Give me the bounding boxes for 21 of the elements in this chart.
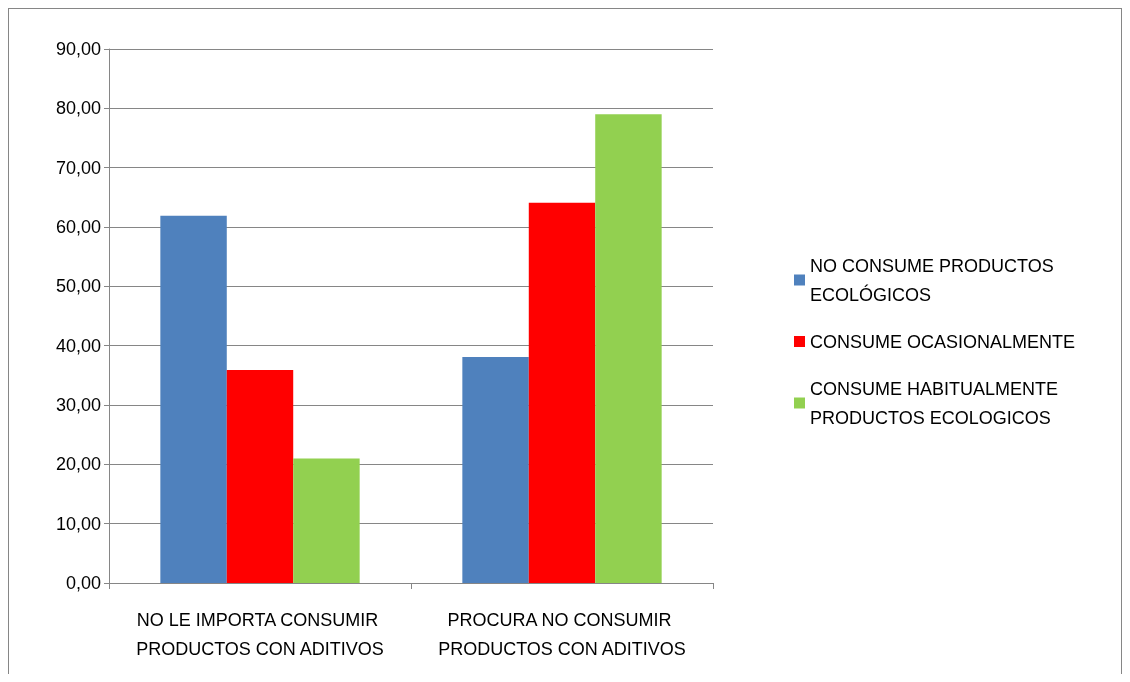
bar xyxy=(528,202,596,583)
y-tick-label: 70,00 xyxy=(55,157,101,178)
y-tick-label: 90,00 xyxy=(55,39,101,59)
y-tick-label: 50,00 xyxy=(55,276,101,297)
x-tick-label: PROCURA NO CONSUMIR PRODUCTOS CON ADITIVOS xyxy=(438,609,686,659)
y-tick-label: 80,00 xyxy=(55,98,101,119)
y-tick-label: 60,00 xyxy=(55,217,101,237)
y-tick-label: 20,00 xyxy=(55,454,101,475)
legend-label: CONSUME HABITUALMENTE PRODUCTOS ECOLOGICOS xyxy=(810,378,1064,428)
legend-label: CONSUME OCASIONALMENTE xyxy=(810,331,1076,352)
y-tick-label: 40,00 xyxy=(55,335,101,356)
bar xyxy=(226,369,294,583)
bar xyxy=(160,215,227,583)
bar xyxy=(462,356,529,583)
legend-label: NO CONSUME PRODUCTOS ECOLÓGICOS xyxy=(810,255,1059,305)
y-tick-label: 30,00 xyxy=(55,395,101,415)
y-tick-label: 0,00 xyxy=(65,573,101,593)
bar xyxy=(595,114,662,583)
bar xyxy=(293,458,360,583)
y-tick-label: 10,00 xyxy=(55,513,101,534)
x-tick-label: NO LE IMPORTA CONSUMIR PRODUCTOS CON ADITIVOS xyxy=(136,609,384,659)
